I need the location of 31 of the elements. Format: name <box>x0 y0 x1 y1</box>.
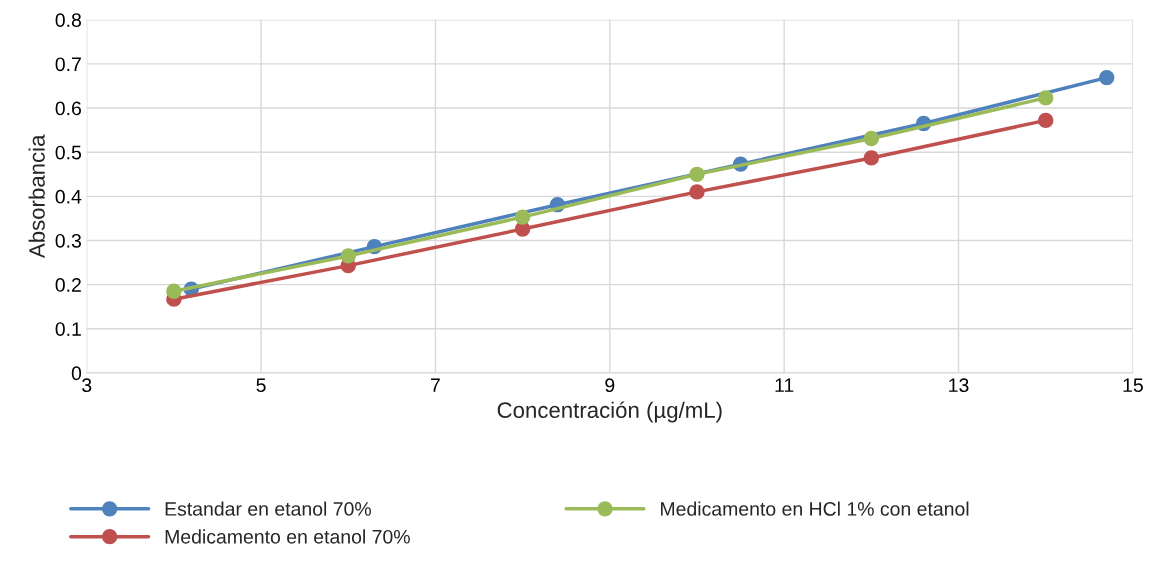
y-tick-label: 0.5 <box>55 145 82 160</box>
legend-label: Medicamento en etanol 70% <box>165 529 410 544</box>
point <box>689 184 705 200</box>
y-tick-label: 0.7 <box>55 57 81 72</box>
point <box>1038 90 1054 106</box>
point <box>863 150 879 166</box>
y-tick-label: 0 <box>71 366 82 381</box>
point <box>514 209 531 225</box>
x-tick-label: 11 <box>775 378 794 392</box>
point <box>1099 69 1115 86</box>
point <box>340 248 356 264</box>
y-tick-label: 0.8 <box>55 13 81 28</box>
y-tick-label: 0.1 <box>55 322 81 336</box>
point <box>1038 112 1054 129</box>
x-axis-title: Concentración (µg/mL) <box>497 401 722 423</box>
x-tick-label: 15 <box>1123 378 1143 393</box>
point <box>863 130 879 147</box>
y-tick-label: 0.4 <box>55 189 82 204</box>
y-tick-label: 0.6 <box>55 101 81 116</box>
point <box>689 166 705 182</box>
y-axis-title: Absorbancia <box>28 134 45 259</box>
y-tick-label: 0.2 <box>55 278 81 292</box>
x-tick-label: 9 <box>605 378 615 393</box>
x-tick-label: 13 <box>949 378 969 393</box>
y-tick-label: 0.3 <box>55 233 81 248</box>
x-tick-label: 3 <box>82 378 92 393</box>
x-tick-label: 5 <box>256 378 266 393</box>
point <box>166 283 182 299</box>
x-tick-label: 7 <box>431 378 440 392</box>
legend-label: Medicamento en HCl 1% con etanol <box>661 501 969 516</box>
legend-label: Estandar en etanol 70% <box>165 501 371 516</box>
